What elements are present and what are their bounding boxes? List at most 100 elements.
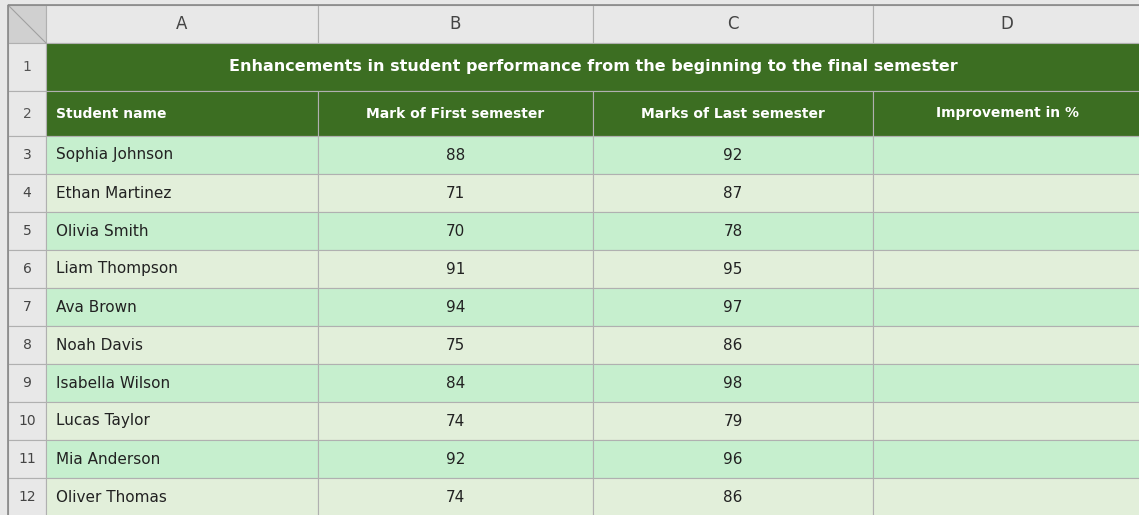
Bar [872,364,1139,402]
Bar [318,250,593,288]
Bar [872,174,1139,212]
Bar [318,91,593,136]
Bar [872,91,1139,136]
Bar [46,250,318,288]
Bar [593,5,872,43]
Text: 74: 74 [445,489,465,505]
Text: Ethan Martinez: Ethan Martinez [56,185,171,200]
Text: 94: 94 [445,300,465,315]
Bar [8,440,46,478]
Bar [872,478,1139,515]
Text: 9: 9 [23,376,32,390]
Bar [46,288,318,326]
Text: 78: 78 [723,224,743,238]
Text: 8: 8 [23,338,32,352]
Text: Noah Davis: Noah Davis [56,337,144,352]
Bar [8,174,46,212]
Bar [46,440,318,478]
Text: Oliver Thomas: Oliver Thomas [56,489,167,505]
Text: 10: 10 [18,414,35,428]
Text: Lucas Taylor: Lucas Taylor [56,414,150,428]
Bar [46,402,318,440]
Text: Olivia Smith: Olivia Smith [56,224,148,238]
Bar [8,136,46,174]
Text: 1: 1 [23,60,32,74]
Text: 2: 2 [23,107,32,121]
Bar [318,288,593,326]
Text: 71: 71 [445,185,465,200]
Text: Mark of First semester: Mark of First semester [367,107,544,121]
Bar [46,212,318,250]
Text: Marks of Last semester: Marks of Last semester [641,107,825,121]
Bar [318,364,593,402]
Text: 79: 79 [723,414,743,428]
Bar [46,174,318,212]
Text: 86: 86 [723,337,743,352]
Bar [872,250,1139,288]
Text: Improvement in %: Improvement in % [935,107,1079,121]
Text: Enhancements in student performance from the beginning to the final semester: Enhancements in student performance from… [229,60,958,75]
Bar [46,326,318,364]
Bar [593,136,872,174]
Bar [8,91,46,136]
Text: 95: 95 [723,262,743,277]
Text: 12: 12 [18,490,35,504]
Text: 88: 88 [445,147,465,163]
Bar [46,136,318,174]
Bar [8,402,46,440]
Text: 96: 96 [723,452,743,467]
Bar [46,91,318,136]
Bar [593,402,872,440]
Bar [8,364,46,402]
Bar [8,478,46,515]
Text: Liam Thompson: Liam Thompson [56,262,178,277]
Text: Mia Anderson: Mia Anderson [56,452,161,467]
Bar [8,250,46,288]
Bar [318,174,593,212]
Bar [593,212,872,250]
Bar [872,288,1139,326]
Text: 5: 5 [23,224,32,238]
Text: 74: 74 [445,414,465,428]
Bar [8,288,46,326]
Bar [46,5,318,43]
Text: 86: 86 [723,489,743,505]
Bar [318,326,593,364]
Bar [872,212,1139,250]
Bar [593,288,872,326]
Bar [593,91,872,136]
Bar [8,212,46,250]
Text: 11: 11 [18,452,35,466]
Text: 7: 7 [23,300,32,314]
Bar [872,326,1139,364]
Bar [593,326,872,364]
Text: 98: 98 [723,375,743,390]
Bar [8,43,46,91]
Bar [593,364,872,402]
Bar [8,326,46,364]
Text: Student name: Student name [56,107,166,121]
Bar [318,212,593,250]
Text: Isabella Wilson: Isabella Wilson [56,375,170,390]
Text: B: B [450,15,461,33]
Text: 87: 87 [723,185,743,200]
Bar [593,250,872,288]
Bar [872,402,1139,440]
Text: 75: 75 [445,337,465,352]
Bar [593,478,872,515]
Text: A: A [177,15,188,33]
Bar [872,136,1139,174]
Text: 70: 70 [445,224,465,238]
Text: 6: 6 [23,262,32,276]
Bar [46,478,318,515]
Text: 92: 92 [723,147,743,163]
Text: 92: 92 [445,452,465,467]
Bar [593,174,872,212]
Text: C: C [727,15,739,33]
Text: Ava Brown: Ava Brown [56,300,137,315]
Text: 91: 91 [445,262,465,277]
Bar [872,5,1139,43]
Text: 4: 4 [23,186,32,200]
Bar [318,402,593,440]
Bar [872,440,1139,478]
